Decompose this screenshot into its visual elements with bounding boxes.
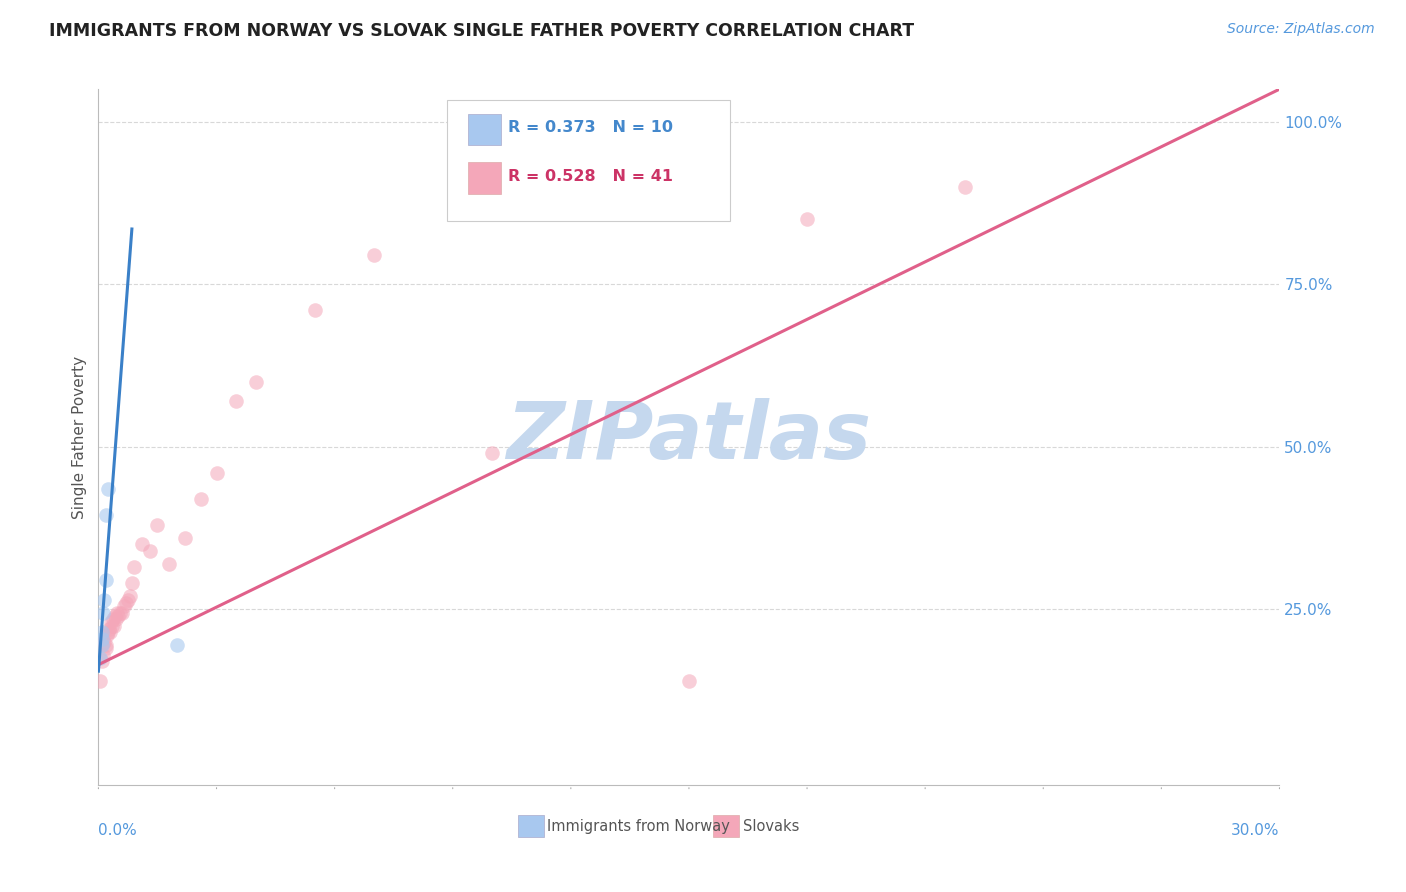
Y-axis label: Single Father Poverty: Single Father Poverty bbox=[72, 356, 87, 518]
Text: 30.0%: 30.0% bbox=[1232, 823, 1279, 838]
Point bbox=[481, 446, 503, 460]
Point bbox=[111, 606, 134, 620]
Point bbox=[166, 638, 188, 652]
Point bbox=[122, 560, 145, 574]
Text: 0.0%: 0.0% bbox=[98, 823, 138, 838]
Point bbox=[100, 615, 122, 630]
Point bbox=[118, 590, 141, 604]
Point bbox=[91, 632, 114, 646]
Point bbox=[105, 606, 128, 620]
Point bbox=[304, 303, 326, 318]
Text: Immigrants from Norway: Immigrants from Norway bbox=[547, 819, 730, 834]
Point bbox=[91, 606, 114, 620]
Point bbox=[93, 592, 115, 607]
Point bbox=[91, 648, 114, 662]
Point bbox=[105, 612, 128, 626]
Point bbox=[131, 537, 153, 551]
Point bbox=[146, 517, 169, 532]
Text: Slovaks: Slovaks bbox=[744, 819, 800, 834]
Text: Source: ZipAtlas.com: Source: ZipAtlas.com bbox=[1227, 22, 1375, 37]
Point bbox=[112, 599, 135, 614]
Point bbox=[101, 618, 124, 632]
Point bbox=[115, 596, 138, 610]
Text: R = 0.528   N = 41: R = 0.528 N = 41 bbox=[508, 169, 673, 184]
Point bbox=[89, 673, 111, 688]
Point bbox=[104, 608, 127, 623]
Point bbox=[103, 612, 125, 626]
FancyBboxPatch shape bbox=[447, 100, 730, 221]
Point bbox=[98, 622, 121, 636]
Point bbox=[205, 466, 228, 480]
Point bbox=[157, 557, 180, 571]
FancyBboxPatch shape bbox=[517, 815, 544, 837]
Point bbox=[96, 641, 118, 656]
Point bbox=[108, 606, 131, 620]
FancyBboxPatch shape bbox=[468, 113, 501, 145]
Point bbox=[91, 654, 114, 668]
Text: R = 0.373   N = 10: R = 0.373 N = 10 bbox=[508, 120, 673, 135]
Point bbox=[96, 628, 118, 642]
Point bbox=[678, 673, 700, 688]
Point bbox=[89, 651, 111, 665]
Point bbox=[796, 212, 818, 227]
Point bbox=[107, 608, 129, 623]
Point bbox=[117, 592, 139, 607]
Point bbox=[90, 638, 112, 652]
Point bbox=[138, 544, 160, 558]
Point bbox=[98, 625, 121, 640]
Point bbox=[103, 618, 125, 632]
Point bbox=[190, 491, 212, 506]
Point bbox=[174, 531, 197, 545]
FancyBboxPatch shape bbox=[713, 815, 738, 837]
Point bbox=[245, 375, 267, 389]
Text: ZIPatlas: ZIPatlas bbox=[506, 398, 872, 476]
Point bbox=[97, 482, 120, 496]
Point bbox=[96, 508, 118, 522]
Point bbox=[94, 638, 117, 652]
Point bbox=[91, 625, 114, 640]
Point bbox=[121, 576, 143, 591]
Point bbox=[93, 635, 115, 649]
Text: IMMIGRANTS FROM NORWAY VS SLOVAK SINGLE FATHER POVERTY CORRELATION CHART: IMMIGRANTS FROM NORWAY VS SLOVAK SINGLE … bbox=[49, 22, 914, 40]
Point bbox=[225, 394, 247, 409]
Point bbox=[953, 179, 976, 194]
Point bbox=[97, 625, 120, 640]
Point bbox=[363, 248, 385, 262]
FancyBboxPatch shape bbox=[468, 162, 501, 194]
Point bbox=[94, 573, 117, 587]
